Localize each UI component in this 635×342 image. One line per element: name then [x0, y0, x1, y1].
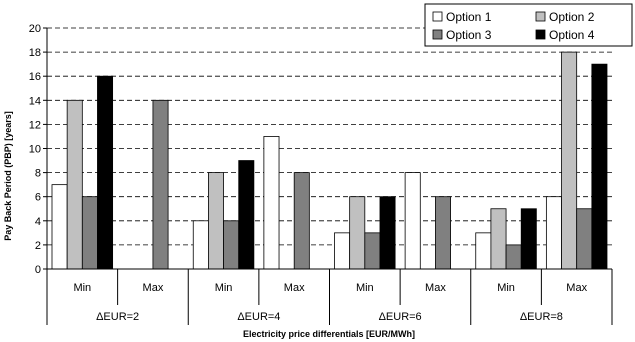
bar-option-4: [379, 196, 396, 270]
x-category-label: Max: [566, 282, 587, 294]
bar-option-2: [349, 196, 366, 270]
x-category-label: Max: [284, 282, 305, 294]
bar-option-1: [263, 136, 280, 270]
bar-option-1: [545, 196, 562, 270]
bar-option-3: [152, 99, 169, 270]
y-tick-label: 18: [29, 47, 41, 59]
y-tick-label: 4: [35, 216, 41, 228]
legend: Option 1 Option 2 Option 3 Option 4: [424, 3, 633, 47]
bar-option-4: [591, 63, 608, 270]
x-category-label: Min: [215, 282, 233, 294]
y-tick-label: 12: [29, 119, 41, 131]
bar-option-4: [97, 75, 114, 270]
bar-option-3: [505, 244, 522, 270]
y-tick-label: 10: [29, 144, 41, 156]
y-axis-ticks: 0 2 4 6 8 10 12 14 16 18 20: [29, 23, 47, 276]
bar-option-4: [238, 160, 255, 270]
x-group-label: ΔEUR=6: [379, 311, 422, 323]
gridlines: [47, 27, 612, 246]
bar-option-3: [293, 172, 310, 270]
y-tick-label: 20: [29, 23, 41, 35]
legend-label: Option 2: [549, 10, 595, 24]
bar-option-4: [520, 208, 537, 270]
x-group-label: ΔEUR=2: [96, 311, 139, 323]
bar-option-2: [66, 99, 83, 270]
bar-option-2: [208, 172, 224, 270]
legend-label: Option 1: [446, 10, 492, 24]
bar-option-1: [334, 232, 351, 270]
y-tick-label: 0: [35, 264, 41, 276]
bar-option-2: [561, 51, 578, 270]
bar-option-3: [81, 196, 98, 270]
bar-option-1: [192, 220, 209, 270]
legend-label: Option 4: [549, 28, 595, 42]
x-category-label: Max: [143, 282, 164, 294]
x-axis-title: Electricity price differentials [EUR/MWh…: [243, 329, 415, 339]
bar-option-3: [364, 232, 381, 270]
bar-option-1: [404, 172, 421, 270]
x-category-label: Max: [425, 282, 446, 294]
legend-swatch: [432, 29, 443, 40]
x-group-label: ΔEUR=4: [237, 311, 280, 323]
x-category-label: Min: [73, 282, 91, 294]
y-tick-label: 14: [29, 95, 41, 107]
y-tick-label: 6: [35, 192, 41, 204]
y-tick-label: 2: [35, 240, 41, 252]
legend-swatch: [432, 11, 443, 22]
legend-swatch: [535, 29, 546, 40]
legend-swatch: [535, 11, 546, 22]
x-category-label: Min: [356, 282, 374, 294]
legend-box: [424, 3, 633, 47]
y-tick-label: 16: [29, 71, 41, 83]
bar-option-1: [51, 184, 68, 270]
y-tick-label: 8: [35, 168, 41, 180]
x-axis: Min Max Min Max Min Max Min Max ΔEUR=2 ΔEUR=4 ΔEUR…: [46, 28, 613, 325]
bars: [51, 51, 608, 270]
x-category-label: Min: [497, 282, 515, 294]
bar-option-1: [475, 232, 492, 270]
y-axis-title: Pay Back Period (PBP) [years]: [3, 111, 13, 241]
bar-option-3: [576, 208, 593, 270]
bar-option-2: [490, 208, 507, 270]
bar-option-3: [435, 196, 451, 270]
legend-label: Option 3: [446, 28, 492, 42]
x-group-label: ΔEUR=8: [520, 311, 563, 323]
bar-option-3: [223, 220, 240, 270]
